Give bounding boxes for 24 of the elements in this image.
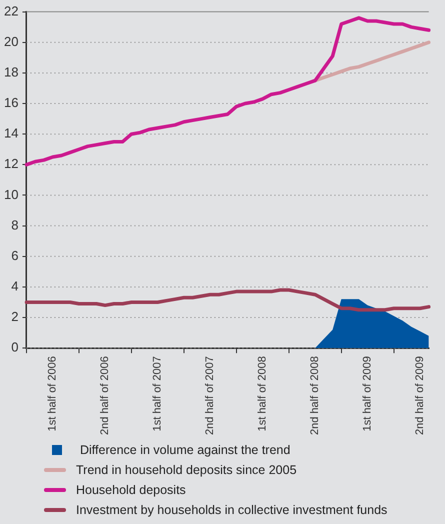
legend-label: Household deposits xyxy=(76,483,186,497)
y-tick-label: 6 xyxy=(11,248,18,263)
x-tick-label: 1st half of 2008 xyxy=(256,356,269,432)
y-tick-label: 14 xyxy=(4,126,18,141)
legend-label: Difference in volume against the trend xyxy=(80,443,290,457)
x-tick-label: 2nd half of 2009 xyxy=(414,356,426,436)
y-tick-label: 8 xyxy=(11,217,18,232)
x-tick-label: 2nd half of 2008 xyxy=(309,356,322,436)
legend-label: Investment by households in collective investment funds xyxy=(76,503,388,517)
x-tick-label: 1st half of 2007 xyxy=(152,356,164,432)
x-tick-label: 2nd half of 2006 xyxy=(99,356,112,436)
x-tick-label: 1st half of 2009 xyxy=(362,356,374,432)
y-tick-label: 12 xyxy=(4,156,18,172)
y-tick-label: 10 xyxy=(4,186,18,202)
y-tick-label: 0 xyxy=(11,340,18,355)
y-tick-label: 4 xyxy=(11,278,18,294)
x-tick-label: 2nd half of 2007 xyxy=(204,356,216,436)
legend-label: Trend in household deposits since 2005 xyxy=(76,463,297,477)
y-tick-label: 20 xyxy=(4,34,18,49)
y-tick-label: 16 xyxy=(4,95,18,110)
y-tick-label: 18 xyxy=(4,64,18,80)
y-tick-label: 2 xyxy=(11,309,18,324)
y-tick-label: 22 xyxy=(4,3,18,18)
x-tick-label: 1st half of 2006 xyxy=(46,356,59,432)
